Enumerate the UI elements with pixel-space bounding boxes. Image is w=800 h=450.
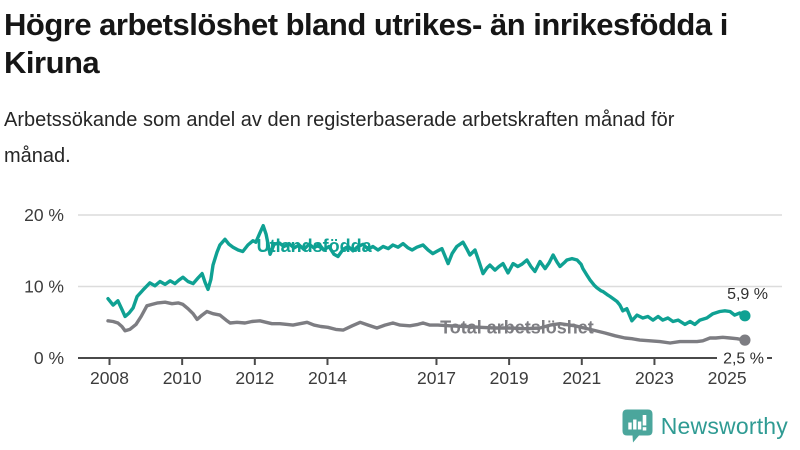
y-axis-label: 10 % — [24, 277, 64, 297]
end-value-label-bg — [717, 350, 767, 366]
page-subtitle: Arbetssökande som andel av den registerb… — [4, 109, 675, 168]
line-chart: 0 % 10 % 20 % 2008 2010 2012 2014 2017 2019 2021 2… — [24, 205, 782, 388]
x-axis-label: 2023 — [635, 368, 674, 388]
series-end-dot — [739, 310, 751, 322]
x-axis-label: 2010 — [163, 368, 202, 388]
x-axis-label: 2021 — [562, 368, 601, 388]
x-axis-label: 2014 — [308, 368, 347, 388]
series-line-total — [106, 300, 747, 345]
series-line-utlandsfodda — [106, 223, 747, 327]
page-title: Högre arbetslöshet bland utrikes- än inr… — [4, 7, 728, 81]
end-value-label-total: 2,5 % — [723, 351, 764, 368]
series-end-dot — [739, 334, 751, 346]
x-axis-label: 2025 — [708, 368, 747, 388]
series-label: Utlandsfödda — [257, 236, 373, 256]
newsworthy-brand-link[interactable]: Newsworthy — [622, 409, 788, 444]
series-label: Total arbetslöshet — [440, 318, 594, 338]
y-axis-label: 0 % — [34, 348, 64, 368]
x-axis-label: 2008 — [90, 368, 129, 388]
x-axis-label: 2019 — [490, 368, 529, 388]
y-axis-label: 20 % — [24, 205, 64, 225]
x-axis-label: 2012 — [235, 368, 274, 388]
brand-name: Newsworthy — [660, 413, 788, 439]
end-value-label-utlandsfodda: 5,9 % — [727, 286, 768, 303]
newsworthy-logo-icon — [622, 409, 653, 444]
x-axis-label: 2017 — [417, 368, 456, 388]
